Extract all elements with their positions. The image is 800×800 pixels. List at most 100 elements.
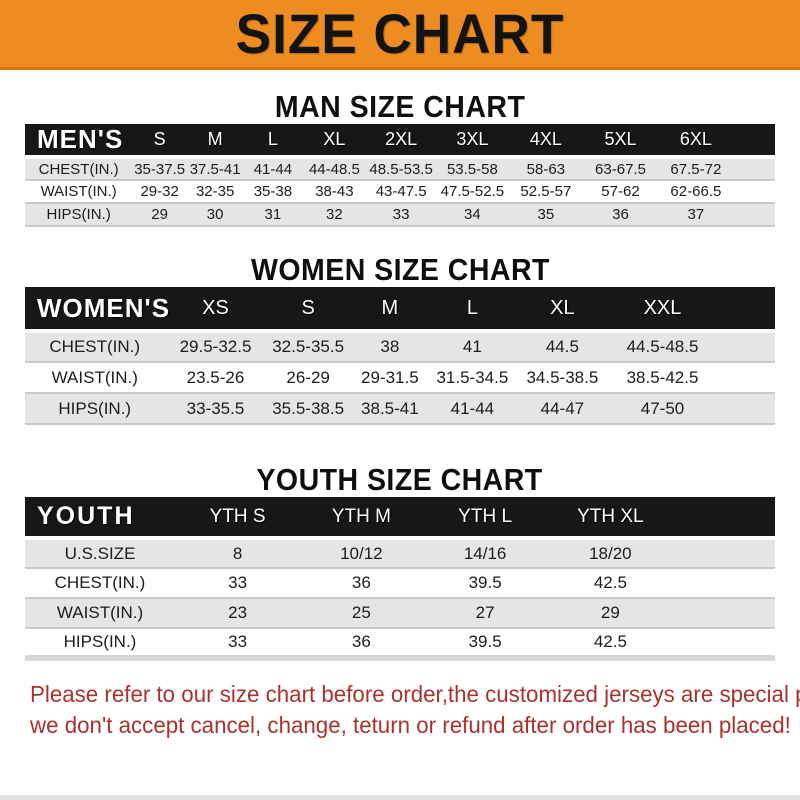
table-cell: 48.5-53.5 [366,157,436,181]
women-column-header: S [266,287,350,333]
women-section-heading: WOMEN SIZE CHART [0,253,800,287]
banner: SIZE CHART [0,0,800,70]
table-cell: 44-48.5 [302,157,367,181]
table-cell-spacer [672,598,775,629]
youth-column-header: YTH S [175,497,301,540]
footer-line-2: we don't accept cancel, change, teturn o… [30,712,791,738]
table-cell: 38.5-41 [349,393,430,425]
women-hips-row: HIPS(IN.) 33-35.5 35.5-38.5 38.5-41 41-4… [25,393,775,425]
youth-column-header: YTH XL [547,497,673,540]
women-column-header: XXL [610,287,715,333]
table-cell: 53.5-58 [436,157,509,181]
table-cell: 41-44 [430,393,515,425]
table-cell: 23.5-26 [164,362,267,394]
row-label: WAIST(IN.) [25,598,175,629]
table-cell: 41-44 [243,157,303,181]
women-header-spacer [715,287,775,333]
men-header-row: MEN'S S M L XL 2XL 3XL 4XL 5XL 6XL [25,124,775,159]
men-column-header: 6XL [657,124,734,159]
table-cell: 34 [436,203,509,227]
table-cell: 44.5-48.5 [610,331,715,363]
table-cell-spacer [715,362,775,394]
table-cell: 31.5-34.5 [430,362,515,394]
table-cell: 33 [366,203,436,227]
table-cell: 62-66.5 [657,180,734,204]
table-cell: 67.5-72 [657,157,734,181]
table-cell: 29 [547,598,673,629]
table-cell: 39.5 [422,628,548,661]
row-label: HIPS(IN.) [25,628,175,661]
men-column-header: L [243,124,303,159]
table-cell: 27 [422,598,548,629]
table-cell: 33 [175,628,301,661]
women-column-header: M [349,287,430,333]
table-cell: 35 [508,203,583,227]
man-heading-text: MAN SIZE CHART [274,89,526,124]
table-cell: 35.5-38.5 [266,393,350,425]
women-waist-row: WAIST(IN.) 23.5-26 26-29 29-31.5 31.5-34… [25,362,775,394]
youth-heading-text: YOUTH SIZE CHART [256,462,544,497]
row-label: WAIST(IN.) [25,180,133,204]
youth-waist-row: WAIST(IN.) 23 25 27 29 [25,598,775,629]
men-column-header: 3XL [436,124,509,159]
women-header-row: WOMEN'S XS S M L XL XXL [25,287,775,333]
table-cell: 47-50 [610,393,715,425]
table-cell: 14/16 [422,538,548,569]
men-column-header: S [132,124,187,159]
row-label: HIPS(IN.) [25,203,133,227]
table-cell-spacer [715,393,775,425]
table-cell: 33-35.5 [164,393,267,425]
table-cell: 37 [657,203,734,227]
youth-chest-row: CHEST(IN.) 33 36 39.5 42.5 [25,568,775,599]
table-cell-spacer [715,331,775,363]
women-table-label: WOMEN'S [25,287,169,333]
women-column-header: XS [164,287,267,333]
youth-column-header: YTH M [300,497,423,540]
table-cell: 44.5 [514,331,610,363]
men-size-table: MEN'S S M L XL 2XL 3XL 4XL 5XL 6XL CHEST… [25,124,775,227]
table-cell: 29 [132,203,187,227]
table-cell: 52.5-57 [508,180,583,204]
youth-table-label: YOUTH [25,497,175,540]
table-cell: 36 [300,628,423,661]
men-column-header: 4XL [508,124,583,159]
table-cell: 29-32 [132,180,187,204]
table-cell: 32 [302,203,367,227]
table-cell-spacer [672,538,775,569]
table-cell-spacer [672,568,775,599]
table-cell: 37.5-41 [187,157,244,181]
footer-note: Please refer to our size chart before or… [30,679,800,741]
men-waist-row: WAIST(IN.) 29-32 32-35 35-38 38-43 43-47… [25,180,775,204]
women-column-header: L [430,287,515,333]
youth-ussize-row: U.S.SIZE 8 10/12 14/16 18/20 [25,538,775,569]
table-cell: 58-63 [508,157,583,181]
youth-header-spacer [672,497,775,540]
row-label: CHEST(IN.) [25,157,133,181]
women-chest-row: CHEST(IN.) 29.5-32.5 32.5-35.5 38 41 44.… [25,331,775,363]
youth-section-heading: YOUTH SIZE CHART [0,463,800,497]
table-cell: 32.5-35.5 [266,331,350,363]
table-cell: 10/12 [300,538,423,569]
row-label: CHEST(IN.) [25,331,165,363]
man-section-heading: MAN SIZE CHART [0,90,800,124]
men-header-spacer [733,124,775,159]
men-column-header: XL [302,124,367,159]
table-cell: 30 [187,203,244,227]
table-cell: 57-62 [582,180,658,204]
youth-header-row: YOUTH YTH S YTH M YTH L YTH XL [25,497,775,540]
women-size-table: WOMEN'S XS S M L XL XXL CHEST(IN.) 29.5-… [25,287,775,425]
men-column-header: 2XL [366,124,436,159]
table-cell: 35-37.5 [132,157,187,181]
table-cell: 31 [243,203,303,227]
table-cell: 25 [300,598,423,629]
table-cell-spacer [733,203,775,227]
table-cell: 18/20 [547,538,673,569]
men-table-label: MEN'S [25,124,133,159]
table-cell: 39.5 [422,568,548,599]
row-label: WAIST(IN.) [25,362,165,394]
bottom-strip [0,795,800,800]
table-cell: 36 [582,203,658,227]
banner-title: SIZE CHART [235,1,565,65]
women-column-header: XL [514,287,610,333]
men-column-header: M [187,124,244,159]
